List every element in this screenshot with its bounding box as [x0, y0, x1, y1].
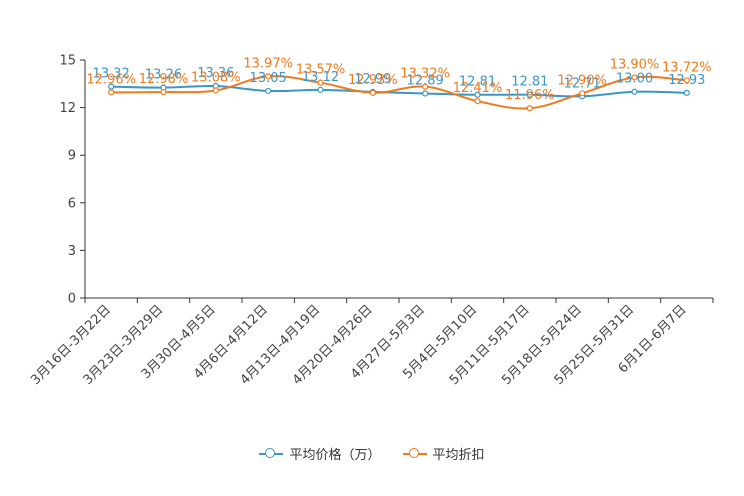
data-label: 13.12: [302, 70, 339, 85]
data-label: 12.81: [511, 75, 548, 90]
data-point: [526, 105, 533, 112]
data-label: 13.08%: [191, 70, 241, 85]
legend-swatch-price: [259, 447, 284, 461]
series-line-1: [111, 75, 687, 110]
legend-label-discount: 平均折扣: [432, 448, 485, 463]
y-tick-label: 15: [59, 54, 76, 69]
data-label: 12.96%: [86, 72, 136, 87]
data-label: 12.90%: [557, 73, 607, 88]
data-point: [579, 90, 586, 97]
data-point: [317, 79, 324, 86]
data-label: 13.32: [93, 67, 130, 82]
data-label: 12.93%: [348, 73, 398, 88]
data-label: 13.57%: [296, 63, 346, 78]
data-label: 13.90%: [610, 57, 660, 72]
data-label: 12.71: [564, 76, 601, 91]
data-point: [108, 89, 115, 96]
data-label: 13.97%: [243, 56, 293, 71]
data-point: [108, 83, 115, 90]
data-point: [631, 74, 638, 81]
y-tick-label: 12: [59, 101, 76, 116]
series-line-0: [111, 84, 687, 98]
data-point: [422, 83, 429, 90]
data-point: [631, 88, 638, 95]
legend-swatch-discount: [402, 447, 427, 461]
data-label: 13.26: [145, 68, 182, 83]
data-label: 13.36: [197, 66, 234, 81]
data-label: 12.89: [407, 73, 444, 88]
y-tick-label: 0: [68, 292, 76, 307]
data-label: 12.41%: [453, 81, 503, 96]
y-tick-label: 3: [68, 244, 76, 259]
data-point: [265, 87, 272, 95]
data-point: [683, 89, 690, 96]
legend-item-discount[interactable]: 平均折扣: [402, 444, 485, 463]
data-point: [474, 91, 481, 98]
legend-label-price: 平均价格（万）: [289, 448, 381, 463]
data-label: 13.72%: [662, 60, 712, 75]
data-point: [526, 91, 533, 98]
data-point: [317, 86, 324, 93]
data-point: [265, 73, 272, 80]
y-tick-label: 9: [68, 149, 76, 164]
data-label: 12.98%: [139, 72, 189, 87]
data-label: 11.96%: [505, 88, 555, 103]
data-point: [422, 90, 429, 97]
data-point: [212, 87, 219, 94]
data-point: [474, 97, 481, 105]
data-label: 12.99: [354, 72, 391, 87]
legend-item-price[interactable]: 平均价格（万）: [259, 444, 381, 463]
data-point: [160, 88, 167, 96]
y-tick-label: 6: [68, 196, 76, 211]
data-point: [683, 77, 690, 84]
legend: 平均价格（万） 平均折扣: [0, 444, 744, 463]
data-label: 12.81: [459, 75, 496, 90]
data-point: [369, 89, 376, 96]
data-label: 13.32%: [400, 67, 450, 82]
